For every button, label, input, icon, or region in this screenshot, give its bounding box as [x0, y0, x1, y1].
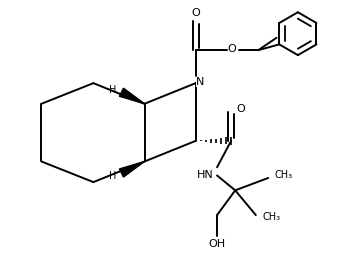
- Text: N: N: [196, 77, 204, 87]
- Text: H: H: [109, 171, 117, 181]
- Text: HN: HN: [197, 170, 214, 180]
- Text: H: H: [109, 85, 117, 95]
- Text: O: O: [228, 43, 236, 53]
- Text: OH: OH: [208, 239, 226, 249]
- Text: CH₃: CH₃: [275, 170, 293, 180]
- Text: O: O: [237, 104, 245, 114]
- Text: CH₃: CH₃: [262, 212, 280, 222]
- Polygon shape: [119, 161, 144, 177]
- Text: O: O: [191, 8, 200, 18]
- Polygon shape: [119, 88, 144, 104]
